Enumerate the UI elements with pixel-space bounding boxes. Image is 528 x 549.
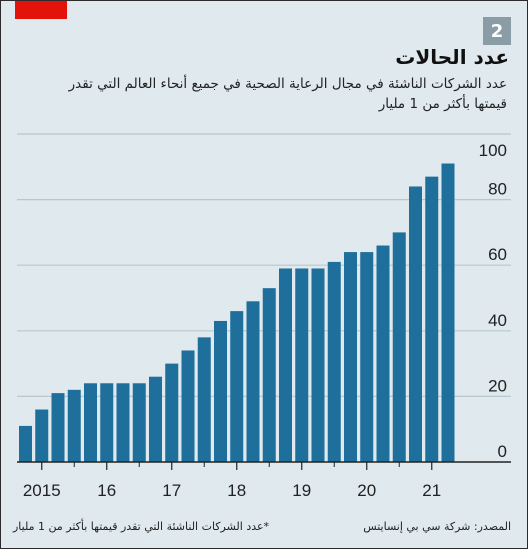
bar — [295, 268, 309, 462]
y-tick-label: 100 — [479, 141, 507, 160]
x-tick-label: 20 — [357, 481, 376, 500]
bar — [230, 311, 244, 462]
bar — [181, 350, 195, 462]
bar — [279, 268, 292, 462]
x-tick-label: 19 — [292, 481, 311, 500]
x-tick-label: 16 — [97, 481, 116, 500]
source-note: المصدر: شركة سي بي إنسايتس — [363, 520, 511, 533]
bar — [67, 389, 81, 462]
bar — [19, 425, 32, 462]
bar — [262, 288, 276, 462]
bar — [344, 252, 357, 462]
chart-title: عدد الحالات — [395, 45, 509, 69]
x-tick-label: 2015 — [23, 481, 61, 500]
y-tick-label: 80 — [488, 180, 507, 199]
y-tick-label: 0 — [498, 442, 507, 461]
bar — [116, 383, 130, 462]
bar — [409, 186, 422, 463]
y-tick-label: 60 — [488, 245, 507, 264]
brand-tag — [15, 1, 67, 19]
bar — [441, 163, 455, 462]
bar — [149, 376, 162, 462]
y-tick-label: 20 — [488, 376, 507, 395]
bar — [311, 268, 325, 462]
x-tick-label: 21 — [422, 481, 441, 500]
bar — [132, 383, 146, 462]
bar — [197, 337, 211, 462]
y-tick-label: 40 — [488, 311, 507, 330]
x-tick-label: 17 — [162, 481, 181, 500]
bar — [327, 261, 341, 462]
footnote: *عدد الشركات الناشئة التي تقدر قيمتها بأ… — [13, 520, 270, 533]
bar — [84, 383, 97, 462]
bar — [360, 252, 374, 462]
bar — [425, 176, 439, 462]
bar — [376, 245, 390, 462]
chart-subtitle: عدد الشركات الناشئة في مجال الرعاية الصح… — [68, 76, 507, 112]
bar — [392, 232, 406, 462]
bar — [165, 363, 179, 462]
bar — [35, 409, 49, 462]
x-tick-label: 18 — [227, 481, 246, 500]
bar — [214, 320, 227, 462]
bar — [246, 301, 260, 462]
chart-number-badge: 2 — [483, 17, 511, 45]
bar — [100, 383, 114, 462]
bar — [51, 393, 65, 462]
